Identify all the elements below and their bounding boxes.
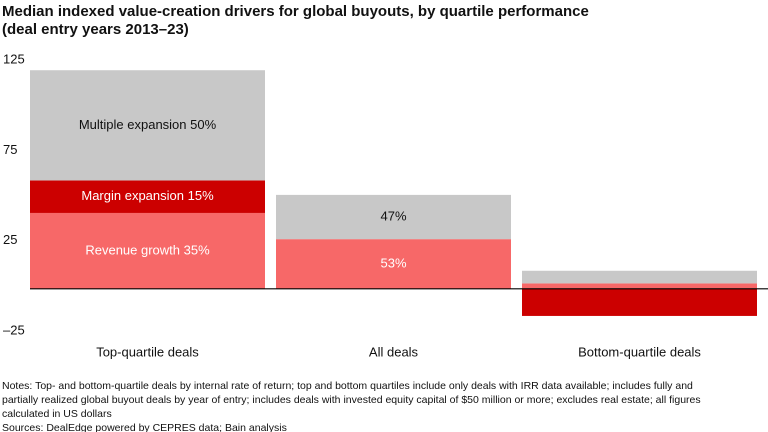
x-tick-label: Top-quartile deals bbox=[96, 344, 199, 359]
bar-segment bbox=[276, 239, 511, 289]
segment-label: Multiple expansion 50% bbox=[79, 117, 217, 132]
bar-segment bbox=[30, 180, 265, 213]
note: Notes: Top- and bottom-quartile deals by… bbox=[2, 380, 693, 392]
y-tick-label: 75 bbox=[3, 142, 17, 157]
chart-title: (deal entry years 2013–23) bbox=[2, 21, 189, 38]
segment-label: 47% bbox=[380, 208, 406, 223]
bar-segment bbox=[522, 270, 757, 284]
bar-segment bbox=[30, 212, 265, 289]
segment-label: Revenue growth 35% bbox=[85, 242, 210, 257]
y-tick-label: 25 bbox=[3, 232, 17, 247]
note: calculated in US dollars bbox=[2, 408, 112, 420]
bar-segment bbox=[522, 288, 757, 316]
chart-title: Median indexed value-creation drivers fo… bbox=[2, 3, 589, 20]
x-tick-label: All deals bbox=[369, 344, 419, 359]
bar-segment bbox=[522, 283, 757, 289]
segment-label: Margin expansion 15% bbox=[81, 188, 214, 203]
y-tick-label: –25 bbox=[3, 322, 25, 337]
segment-label: 53% bbox=[380, 255, 406, 270]
y-tick-label: 125 bbox=[3, 51, 25, 66]
note: Sources: DealEdge powered by CEPRES data… bbox=[2, 422, 287, 432]
note: partially realized global buyout deals b… bbox=[2, 394, 701, 406]
bar-segment bbox=[30, 70, 265, 181]
bar-segment bbox=[276, 194, 511, 240]
x-tick-label: Bottom-quartile deals bbox=[578, 344, 701, 359]
